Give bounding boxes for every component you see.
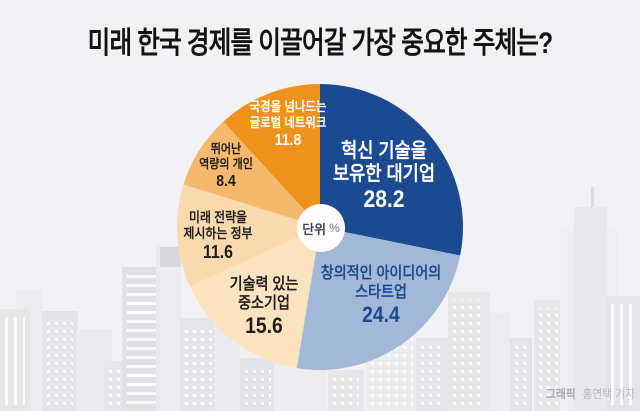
slice-label-line: 미래 전략을 — [189, 210, 247, 225]
building — [510, 338, 532, 411]
pie-slice-2 — [189, 227, 320, 369]
slice-value: 15.6 — [245, 313, 283, 338]
slice-value: 24.4 — [362, 302, 400, 327]
unit-badge: 단위 % — [297, 204, 345, 252]
pie-slice-0 — [320, 84, 464, 256]
slice-value: 8.4 — [216, 173, 236, 190]
slice-label-line: 보유한 대기업 — [332, 163, 436, 185]
slice-label-line: 역량의 개인 — [199, 157, 253, 171]
slice-label-line: 국경을 넘나드는 — [249, 99, 327, 114]
slice-value: 11.6 — [203, 242, 233, 262]
building — [416, 338, 448, 411]
slice-label-line: 기술력 있는 — [229, 276, 299, 293]
page-title: 미래 한국 경제를 이끌어갈 가장 중요한 주체는? — [87, 27, 554, 60]
pie-slice-4 — [183, 121, 320, 227]
building — [42, 311, 78, 411]
slice-label-line: 혁신 기술을 — [341, 140, 427, 162]
slice-value: 28.2 — [363, 186, 405, 213]
building — [328, 370, 364, 411]
slice-label-line: 스타트업 — [355, 284, 407, 301]
slice-label-line: 글로벌 네트워크 — [249, 115, 327, 130]
slice-label-4: 뛰어난 역량의 개인 8.4 — [191, 142, 261, 191]
building — [160, 247, 181, 267]
pie-slice-5 — [223, 84, 320, 227]
credit-line: 그래픽 홍연택 기자 — [546, 385, 635, 402]
credit-prefix: 그래픽 — [545, 387, 576, 401]
building — [156, 246, 181, 411]
unit-label: 단위 — [302, 221, 327, 237]
slice-label-5: 국경을 넘나드는 글로벌 네트워크 11.8 — [248, 99, 329, 150]
pie-slice-1 — [296, 227, 461, 371]
building — [240, 358, 276, 411]
slice-label-line: 창의적인 아이디어의 — [320, 265, 442, 282]
pie-slice-3 — [176, 184, 320, 287]
building — [606, 296, 640, 411]
slice-label-0: 혁신 기술을 보유한 대기업 28.2 — [322, 140, 445, 213]
slice-label-line: 뛰어난 — [210, 142, 242, 156]
building — [490, 313, 510, 411]
slice-label-line: 중소기업 — [238, 295, 290, 312]
credit-name: 홍연택 기자 — [582, 387, 635, 401]
slice-value: 11.8 — [274, 132, 302, 149]
building — [180, 318, 218, 411]
slice-label-line: 제시하는 정부 — [183, 226, 253, 241]
percent-symbol: % — [329, 221, 340, 235]
building — [448, 292, 490, 411]
pie-chart — [176, 84, 464, 371]
building — [574, 207, 607, 411]
building — [0, 309, 30, 411]
slice-label-3: 미래 전략을 제시하는 정부 11.6 — [176, 210, 260, 263]
